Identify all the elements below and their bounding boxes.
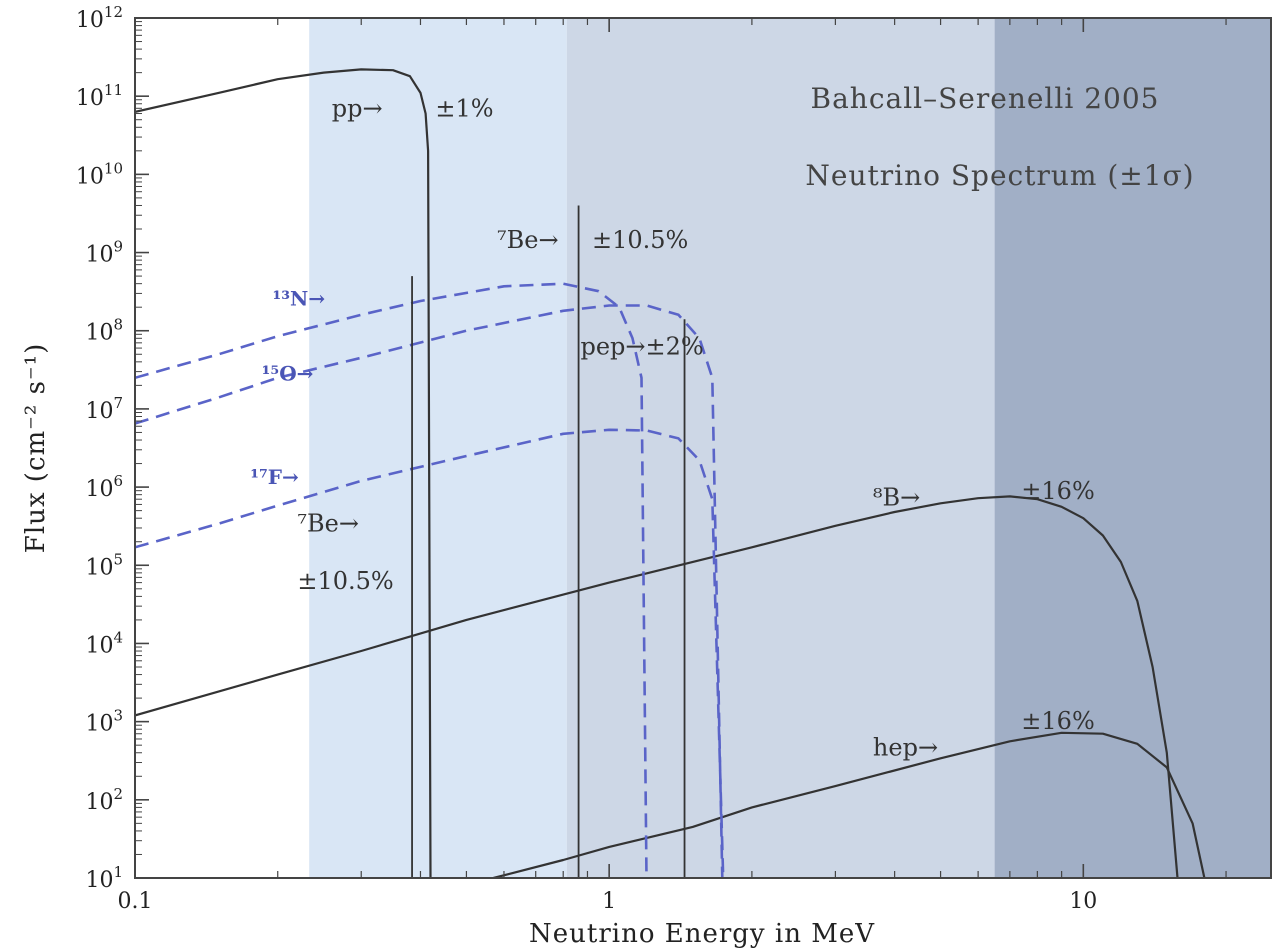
shaded-regions xyxy=(309,18,1272,878)
annotation-6: ⁷Be→ xyxy=(297,510,359,538)
shaded-region-3 xyxy=(994,18,1272,878)
y-tick-label: 104 xyxy=(85,628,123,658)
annotation-14: ¹⁷F→ xyxy=(250,465,299,489)
line-spectra xyxy=(411,205,686,878)
y-tick-label: 1010 xyxy=(76,159,123,189)
x-axis-label: Neutrino Energy in MeV xyxy=(529,919,875,949)
axis-ticks: 0.1 1 10 101 102 103 104 105 106 107 108 109 1010 101… xyxy=(76,3,1227,914)
y-tick-label: 103 xyxy=(85,707,123,737)
annotation-2: ±1% xyxy=(435,94,493,122)
curve-annotations: pp→ ±1% ⁷Be→ ±10.5% pep→±2% ⁷Be→ ±10.5% ⁸B→ ±16%… xyxy=(250,94,1095,761)
annotation-10: hep→ xyxy=(873,733,938,761)
chart-title: Bahcall–Serenelli 2005 xyxy=(811,82,1160,115)
annotation-11: ±16% xyxy=(1021,707,1094,735)
y-tick-label: 107 xyxy=(85,394,123,424)
curve-8b xyxy=(135,495,1179,878)
y-tick-label: 109 xyxy=(85,238,123,268)
y-tick-label: 108 xyxy=(85,316,123,346)
annotation-12: ¹³N→ xyxy=(273,287,326,311)
y-tick-label: 105 xyxy=(85,550,123,580)
spectrum-curves xyxy=(135,68,1206,878)
annotation-7: ±10.5% xyxy=(297,567,393,595)
x-tick-label: 10 xyxy=(1069,889,1097,914)
curve-hep xyxy=(493,731,1206,878)
annotation-9: ±16% xyxy=(1021,477,1094,505)
y-tick-label: 106 xyxy=(85,472,123,502)
curve-pp xyxy=(135,68,432,878)
annotation-5: pep→±2% xyxy=(580,332,703,360)
plot-frame xyxy=(134,17,1272,879)
x-tick-label: 0.1 xyxy=(118,889,153,914)
y-tick-label: 101 xyxy=(85,863,123,893)
x-tick-label: 1 xyxy=(602,889,616,914)
curve-13n xyxy=(135,282,648,878)
y-axis-label: Flux (cm⁻² s⁻¹) xyxy=(21,343,51,553)
y-tick-label: 1012 xyxy=(76,3,123,33)
annotation-8: ⁸B→ xyxy=(873,484,920,512)
annotation-13: ¹⁵O→ xyxy=(262,362,314,386)
chart-subtitle: Neutrino Spectrum (±1σ) xyxy=(805,159,1194,192)
shaded-region-1 xyxy=(309,18,567,878)
curve-17f xyxy=(135,428,725,878)
y-tick-label: 1011 xyxy=(76,81,123,111)
curve-15o xyxy=(135,304,724,878)
annotation-3: ⁷Be→ xyxy=(497,226,559,254)
annotation-4: ±10.5% xyxy=(592,226,688,254)
shaded-region-2 xyxy=(566,18,995,878)
y-tick-label: 102 xyxy=(85,785,123,815)
annotation-1: pp→ xyxy=(332,94,383,122)
